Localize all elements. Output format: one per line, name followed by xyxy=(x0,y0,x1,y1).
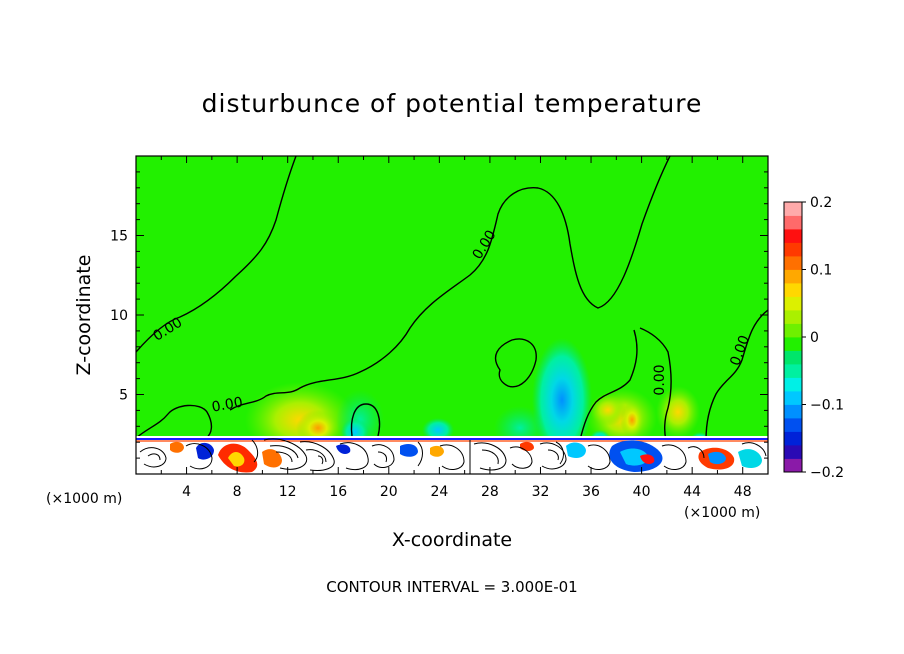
colorbar-swatch xyxy=(784,391,802,405)
chart-title: disturbunce of potential temperature xyxy=(202,89,703,118)
x-tick-label: 48 xyxy=(734,484,752,500)
x-axis-title: X-coordinate xyxy=(392,529,512,551)
colorbar-tick-label: −0.2 xyxy=(810,465,844,481)
x-tick-label: 44 xyxy=(683,484,701,500)
x-unit-label-right: (×1000 m) xyxy=(684,505,760,521)
x-tick-label: 20 xyxy=(380,484,398,500)
colorbar-swatch xyxy=(784,418,802,432)
eddy-contours xyxy=(139,438,767,474)
contour-line xyxy=(494,338,537,388)
x-tick-label: 8 xyxy=(233,484,242,500)
colorbar-swatch xyxy=(784,445,802,459)
colorbar-tick-label: 0.2 xyxy=(810,195,832,211)
y-tick-label: 10 xyxy=(110,308,128,324)
colorbar-swatch xyxy=(784,337,802,351)
y-tick-label: 5 xyxy=(119,388,128,404)
colorbar-swatch xyxy=(784,458,802,473)
warm-eddy xyxy=(430,445,444,457)
x-tick-label: 36 xyxy=(582,484,600,500)
cool-eddy xyxy=(336,444,351,454)
colorbar-swatch xyxy=(784,256,802,270)
x-axis: 4 8 12 16 20 24 28 32 36 40 44 48 xyxy=(160,156,752,500)
x-tick-label: 12 xyxy=(279,484,297,500)
y-axis: 5 10 15 xyxy=(110,171,768,459)
warm-anomaly xyxy=(620,402,644,438)
warm-eddy xyxy=(196,442,214,460)
colorbar-swatch xyxy=(784,283,802,297)
cool-eddy xyxy=(400,444,418,457)
contour-label: 0.00 xyxy=(211,394,244,415)
x-tick-label: 32 xyxy=(532,484,550,500)
colorbar-swatch xyxy=(784,404,802,419)
x-tick-label: 28 xyxy=(481,484,499,500)
colorbar-swatch xyxy=(784,364,802,378)
warm-eddy xyxy=(262,449,282,468)
cool-eddy xyxy=(708,451,726,465)
colorbar-swatch xyxy=(784,215,802,230)
plot-area xyxy=(136,156,768,474)
contour-line xyxy=(229,156,671,411)
cool-eddy xyxy=(738,449,762,468)
colorbar-swatch xyxy=(784,377,802,392)
warm-anomaly xyxy=(590,394,626,426)
cool-eddy xyxy=(620,448,649,466)
warm-eddy xyxy=(170,441,184,453)
colorbar-tick-label: 0 xyxy=(810,330,819,346)
colorbar-swatch xyxy=(784,269,802,284)
x-tick-label: 40 xyxy=(633,484,651,500)
cool-eddy xyxy=(566,442,586,458)
x-tick-label: 16 xyxy=(329,484,347,500)
contour-line xyxy=(350,403,381,437)
warm-anomaly xyxy=(656,386,700,438)
colorbar-swatch xyxy=(784,296,802,311)
warm-eddy xyxy=(228,452,245,467)
colorbar-swatch xyxy=(784,310,802,324)
contour-line xyxy=(639,327,672,441)
colorbar: 0.2 0.1 0 −0.1 −0.2 xyxy=(783,195,844,481)
colorbar-swatch xyxy=(784,202,802,216)
colorbar-swatch xyxy=(784,323,802,338)
x-tick-label: 4 xyxy=(182,484,191,500)
x-tick-label: 24 xyxy=(430,484,448,500)
y-axis-title: Z-coordinate xyxy=(73,255,95,376)
contour-line xyxy=(579,329,638,441)
x-unit-label-left: (×1000 m) xyxy=(46,491,122,507)
contour-interval-note: CONTOUR INTERVAL = 3.000E-01 xyxy=(326,578,577,596)
y-tick-label: 15 xyxy=(110,229,128,245)
boundary-layer xyxy=(136,436,768,474)
contour-line xyxy=(705,309,768,441)
colorbar-swatch xyxy=(784,229,802,243)
colorbar-tick-label: 0.1 xyxy=(810,263,832,279)
contour-label: 0.00 xyxy=(652,364,668,395)
contour-line xyxy=(136,156,297,353)
colorbar-swatch xyxy=(784,350,802,365)
colorbar-swatch xyxy=(784,242,802,257)
cool-anomaly xyxy=(532,338,592,462)
contour-line xyxy=(136,404,213,439)
cool-eddy xyxy=(640,454,655,464)
colorbar-tick-label: −0.1 xyxy=(810,398,844,414)
zero-contours xyxy=(136,156,768,441)
colorbar-swatch xyxy=(784,431,802,446)
